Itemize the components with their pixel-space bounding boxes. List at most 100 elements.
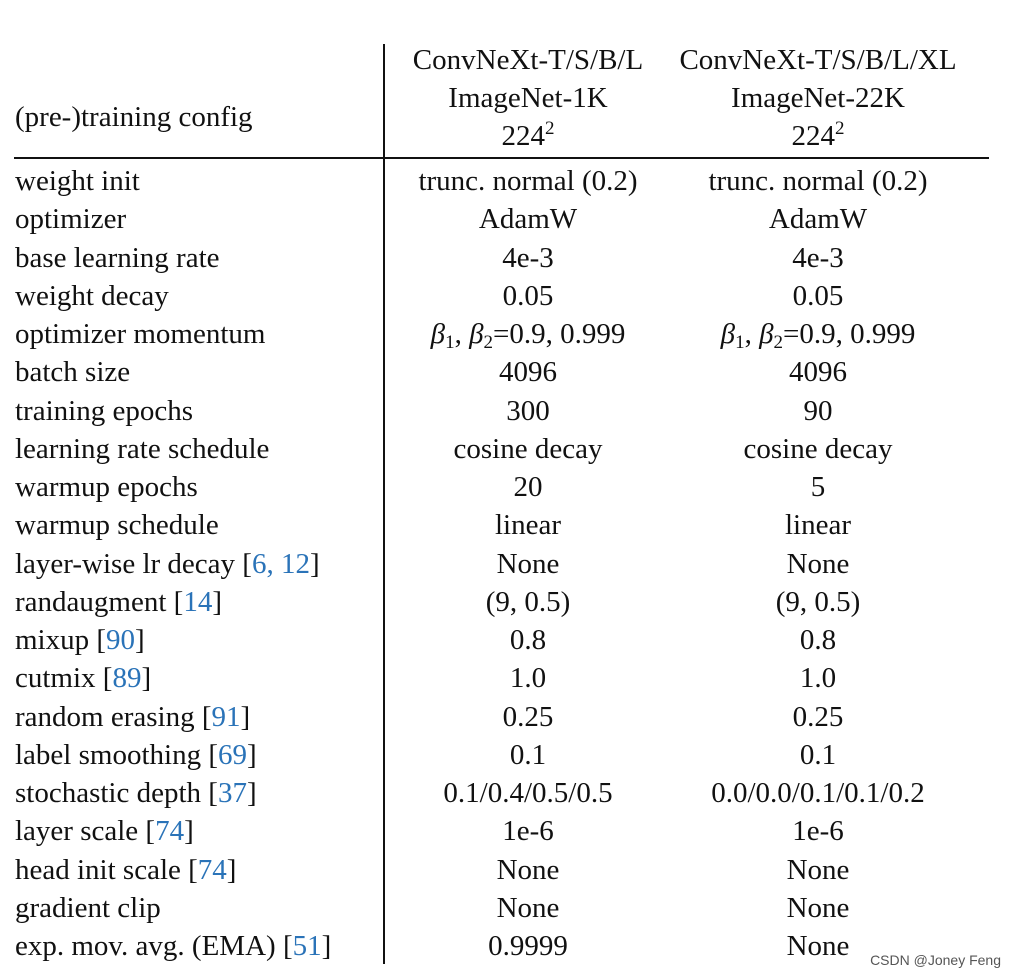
col2-resolution: 2242 [791,118,845,152]
config-header: (pre-)training config [15,101,253,133]
table-row: warmup schedule linear linear [0,506,1015,544]
row-label: layer scale [74] [15,815,194,848]
value-imagenet-1k: 300 [506,394,550,427]
row-label: gradient clip [15,891,161,924]
row-label: warmup schedule [15,509,219,542]
table-row: base learning rate 4e-3 4e-3 [0,239,1015,277]
value-imagenet-1k: AdamW [478,203,578,236]
value-imagenet-1k: 0.9999 [488,930,568,962]
value-imagenet-1k: β1, β2=0.9, 0.999 [430,318,626,353]
citation-link[interactable]: 14 [183,585,213,618]
value-imagenet-22k: 1.0 [799,662,837,695]
table-row: cutmix [89] 1.0 1.0 [0,659,1015,697]
table-row: weight init trunc. normal (0.2) trunc. nor… [0,162,1015,200]
value-imagenet-22k: 0.0/0.0/0.1/0.1/0.2 [711,777,925,809]
value-imagenet-22k: 4e-3 [792,241,844,274]
table-row: randaugment [14] (9, 0.5) (9, 0.5) [0,583,1015,621]
citation-link[interactable]: 74 [197,853,227,886]
column-divider [383,44,385,964]
row-label: warmup epochs [15,471,198,503]
row-label: training epochs [15,394,193,427]
col1-dataset: ImageNet-1K [448,82,608,114]
table-row: head init scale [74] None None [0,851,1015,889]
row-label: weight decay [15,279,169,312]
table-row: layer scale [74] 1e-6 1e-6 [0,812,1015,850]
value-imagenet-1k: (9, 0.5) [485,585,571,618]
value-imagenet-22k: None [786,891,850,924]
row-label: learning rate schedule [15,432,270,465]
value-imagenet-22k: (9, 0.5) [775,585,861,618]
value-imagenet-22k: None [786,853,850,886]
row-label: base learning rate [15,241,220,274]
table-row: optimizer AdamW AdamW [0,200,1015,238]
citation-link[interactable]: 90 [106,624,136,656]
row-label: head init scale [74] [15,853,237,886]
citation-link[interactable]: 51 [292,930,322,962]
row-label: mixup [90] [15,624,145,656]
value-imagenet-22k: linear [784,509,851,542]
col2-dataset: ImageNet-22K [731,82,905,114]
value-imagenet-1k: 1e-6 [502,815,554,848]
watermark: CSDN @Joney Feng [870,952,1001,968]
row-label: stochastic depth [37] [15,777,257,809]
citation-link[interactable]: 89 [112,662,142,695]
value-imagenet-1k: None [496,547,560,580]
col2-model: ConvNeXt-T/S/B/L/XL [679,44,957,76]
table-row: layer-wise lr decay [6, 12] None None [0,545,1015,583]
citation-link[interactable]: 74 [155,815,185,848]
value-imagenet-22k: cosine decay [743,432,893,465]
table-row: weight decay 0.05 0.05 [0,277,1015,315]
citation-link[interactable]: 37 [217,777,247,809]
row-label: random erasing [91] [15,700,251,733]
value-imagenet-1k: 0.25 [502,700,554,733]
table-row: label smoothing [69] 0.1 0.1 [0,736,1015,774]
table-row: training epochs 300 90 [0,392,1015,430]
value-imagenet-1k: 0.1/0.4/0.5/0.5 [443,777,613,809]
row-label: cutmix [89] [15,662,152,695]
table-row: random erasing [91] 0.25 0.25 [0,698,1015,736]
table-row: stochastic depth [37] 0.1/0.4/0.5/0.5 0.0/… [0,774,1015,812]
value-imagenet-1k: None [496,891,560,924]
table-row: gradient clip None None [0,889,1015,927]
column-header-22k: ConvNeXt-T/S/B/L/XL ImageNet-22K 2242 [663,41,973,155]
value-imagenet-1k: 20 [513,471,543,503]
value-imagenet-1k: 4096 [499,356,557,389]
row-label: randaugment [14] [15,585,222,618]
value-imagenet-1k: None [496,853,560,886]
row-label: weight init [15,165,140,197]
row-label: exp. mov. avg. (EMA) [51] [15,930,332,962]
table-row: learning rate schedule cosine decay cosine… [0,430,1015,468]
value-imagenet-22k: 90 [803,394,833,427]
value-imagenet-1k: 1.0 [509,662,547,695]
table-row: warmup epochs 20 5 [0,468,1015,506]
citation-link[interactable]: 6, 12 [251,547,310,580]
row-label: label smoothing [69] [15,738,257,771]
value-imagenet-22k: β1, β2=0.9, 0.999 [720,318,916,353]
col1-resolution: 2242 [501,118,555,152]
value-imagenet-1k: 0.1 [509,738,547,771]
row-label: optimizer [15,203,127,236]
value-imagenet-22k: 0.05 [792,279,844,312]
value-imagenet-22k: None [786,930,850,962]
table-row: exp. mov. avg. (EMA) [51] 0.9999 None [0,927,1015,965]
value-imagenet-22k: AdamW [768,203,868,236]
row-label: layer-wise lr decay [6, 12] [15,547,320,580]
table-row: batch size 4096 4096 [0,353,1015,391]
table-row: mixup [90] 0.8 0.8 [0,621,1015,659]
table-body: weight init trunc. normal (0.2) trunc. nor… [0,162,1015,965]
value-imagenet-22k: 5 [810,471,826,503]
value-imagenet-1k: cosine decay [453,432,603,465]
value-imagenet-1k: linear [494,509,561,542]
citation-link[interactable]: 69 [218,738,247,771]
value-imagenet-22k: 4096 [789,356,847,389]
value-imagenet-22k: None [786,547,850,580]
table-row: optimizer momentum β1, β2=0.9, 0.999 β1, β… [0,315,1015,353]
value-imagenet-22k: 0.8 [799,624,837,656]
citation-link[interactable]: 91 [211,700,241,733]
value-imagenet-22k: 1e-6 [792,815,844,848]
value-imagenet-22k: trunc. normal (0.2) [708,165,928,197]
column-header-1k: ConvNeXt-T/S/B/L ImageNet-1K 2242 [393,41,663,155]
col1-model: ConvNeXt-T/S/B/L [412,44,644,76]
value-imagenet-1k: trunc. normal (0.2) [418,165,638,197]
